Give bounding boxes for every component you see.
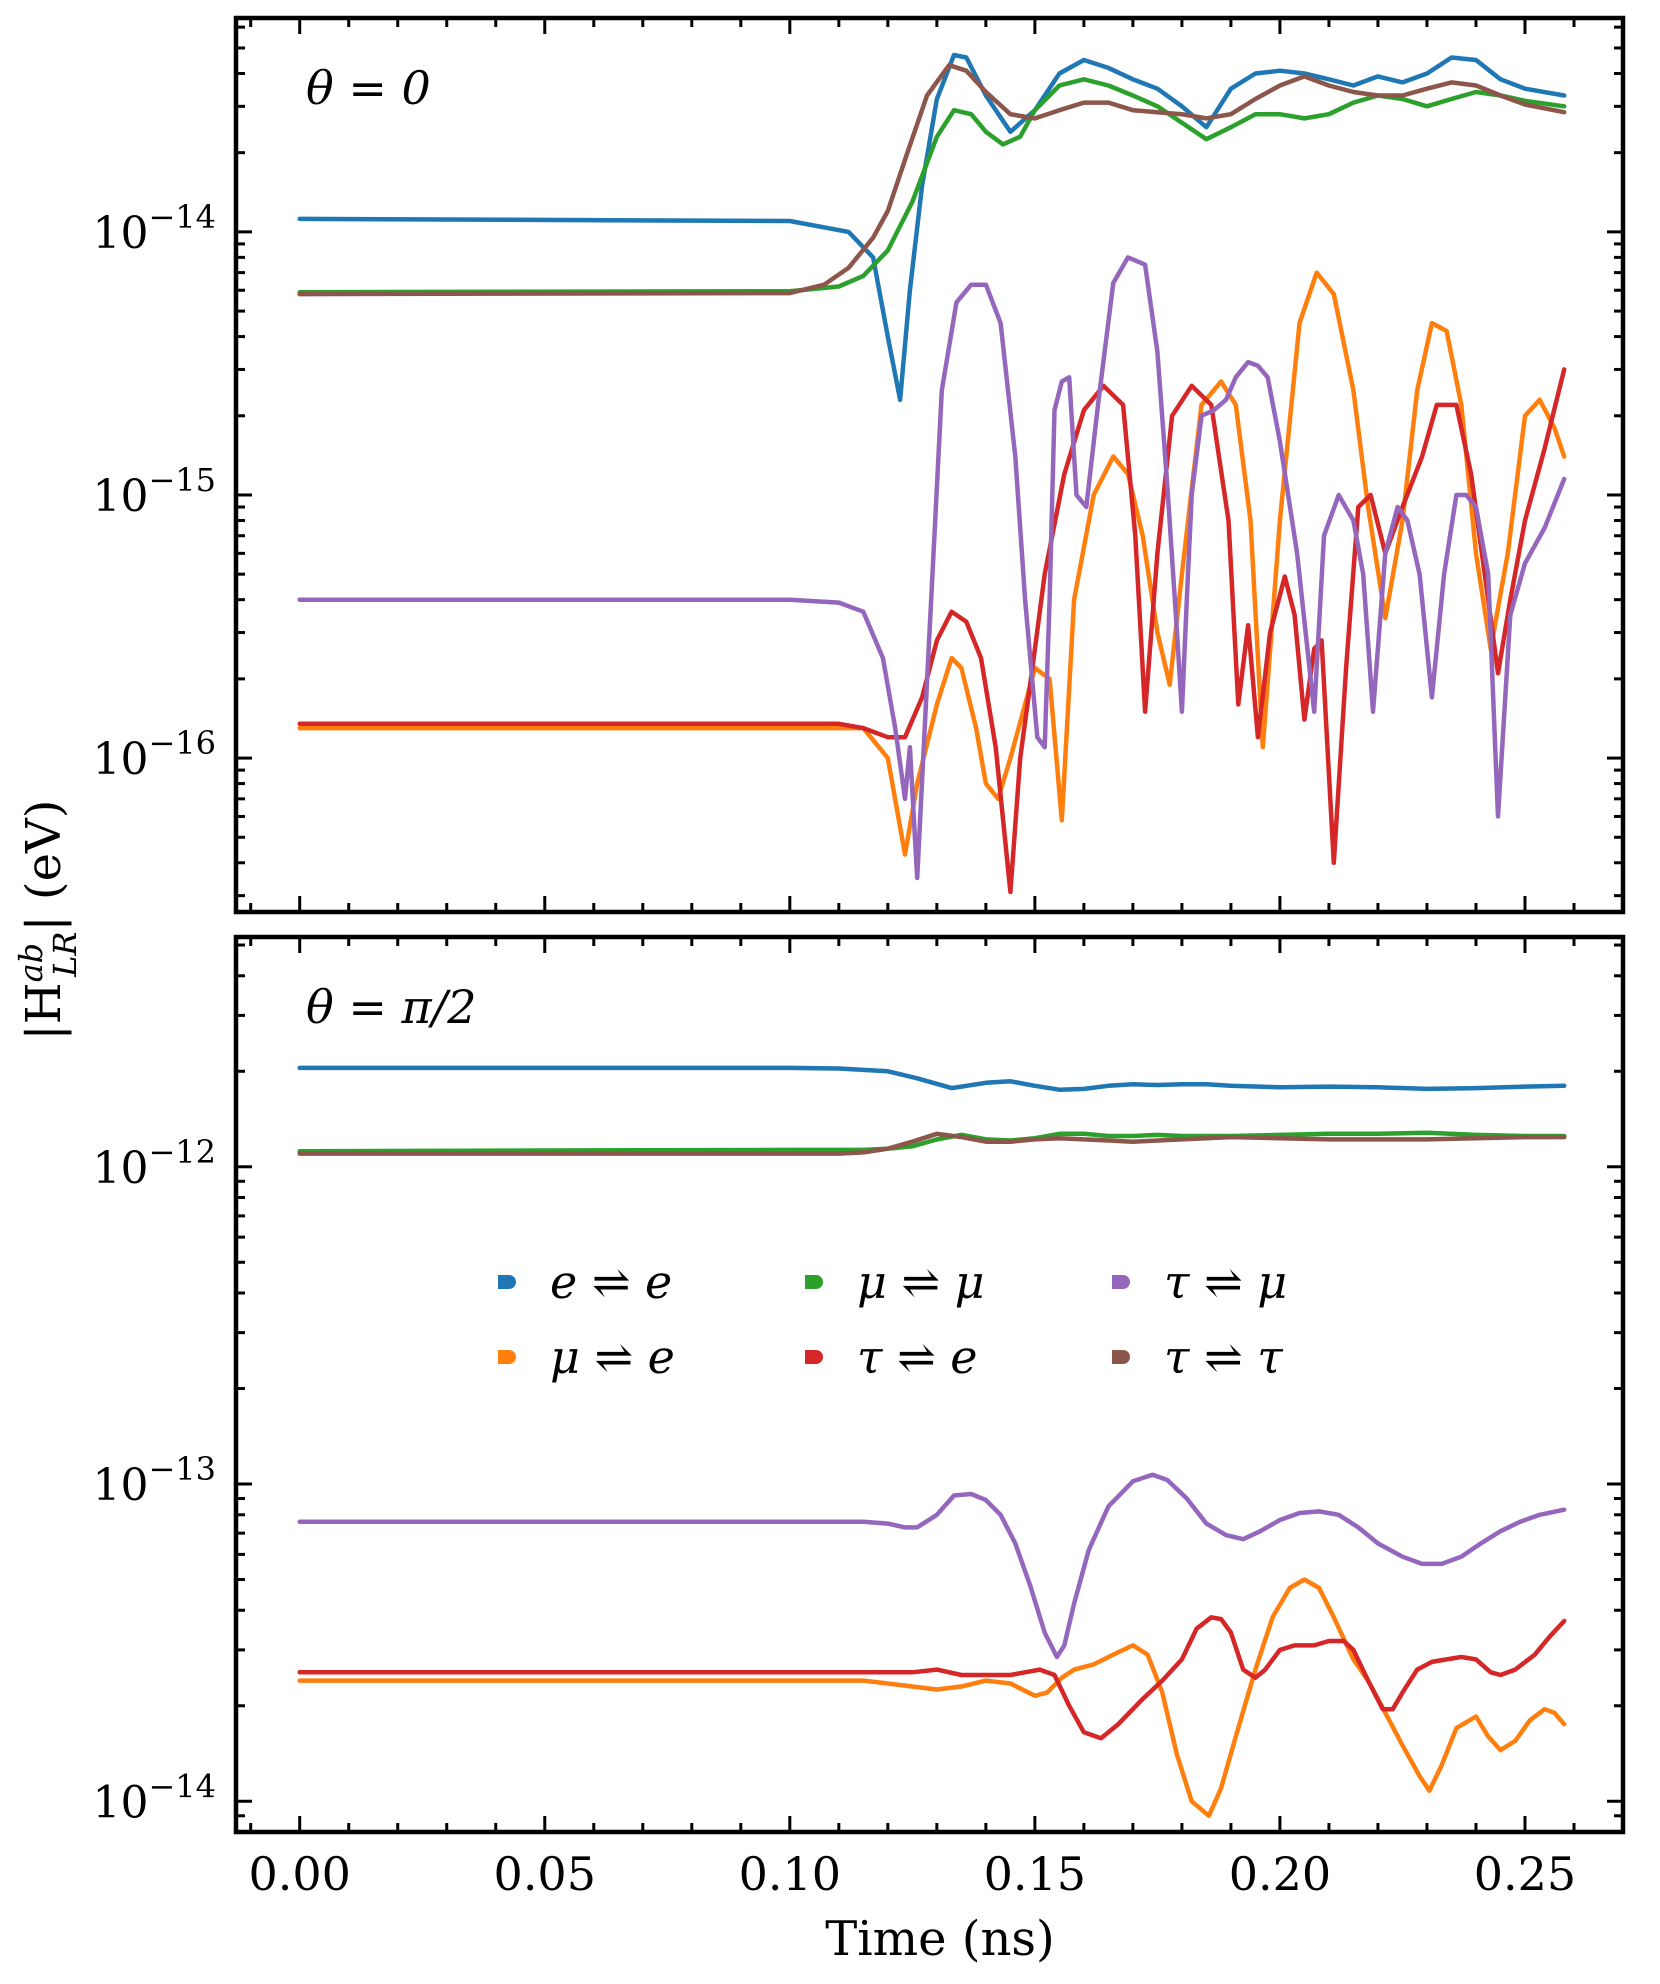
y-tick-exponent: −12	[148, 1133, 216, 1171]
x-tick-label: 0.15	[984, 1847, 1086, 1901]
legend-item: μ ⇌ e	[498, 1330, 675, 1384]
x-axis-label: Time (ns)	[825, 1911, 1055, 1967]
series-line-3	[297, 367, 1567, 895]
legend: e ⇌ e μ ⇌ μ τ ⇌ μ μ ⇌ e τ ⇌ e τ ⇌ τ	[498, 1255, 1287, 1384]
panel-label: θ = 0	[306, 61, 431, 115]
series-line-5	[297, 1131, 1567, 1156]
y-tick-label: 10−14	[92, 1767, 216, 1828]
y-tick-label: 10−13	[92, 1450, 216, 1511]
y-tick-base: 10	[92, 734, 148, 785]
y-tick-base: 10	[92, 208, 148, 259]
y-tick-base: 10	[92, 471, 148, 522]
y-axis-label-sub: LR	[46, 932, 84, 978]
y-tick-base: 10	[92, 1143, 148, 1194]
y-axis-label-sup: ab	[12, 943, 50, 983]
series-lines	[297, 52, 1567, 895]
series-line-4	[297, 1472, 1567, 1660]
series-line-2	[297, 77, 1567, 295]
y-tick-label: 10−12	[92, 1133, 216, 1194]
legend-label: τ ⇌ e	[857, 1330, 977, 1384]
legend-swatch	[1112, 1350, 1130, 1364]
legend-swatch	[498, 1275, 516, 1289]
legend-label: τ ⇌ μ	[1164, 1255, 1287, 1309]
legend-item: e ⇌ e	[498, 1255, 672, 1309]
legend-item: τ ⇌ μ	[1112, 1255, 1287, 1309]
x-tick-label: 0.05	[494, 1847, 596, 1901]
series-line-5	[297, 62, 1567, 297]
series-line-4	[297, 255, 1567, 881]
y-axis-label: |HabLR| (eV)	[12, 800, 84, 1041]
legend-label: τ ⇌ τ	[1164, 1330, 1284, 1384]
legend-swatch	[1112, 1275, 1130, 1289]
x-tick-label: 0.10	[739, 1847, 841, 1901]
y-axis-label-tail: | (eV)	[16, 800, 72, 932]
y-tick-label: 10−14	[92, 198, 216, 259]
legend-item: μ ⇌ μ	[805, 1255, 985, 1309]
x-tick-label: 0.25	[1474, 1847, 1576, 1901]
panel-label: θ = π/2	[306, 980, 476, 1034]
legend-swatch	[498, 1350, 516, 1364]
legend-swatch	[805, 1350, 823, 1364]
y-tick-label: 10−16	[92, 724, 216, 785]
y-tick-base: 10	[92, 1777, 148, 1828]
legend-swatch	[805, 1275, 823, 1289]
series-line-3	[297, 1615, 1567, 1741]
axes-frame	[233, 15, 1626, 915]
series-line-0	[297, 1065, 1567, 1092]
y-tick-label: 10−15	[92, 461, 216, 522]
y-tick-exponent: −16	[148, 724, 216, 762]
legend-label: μ ⇌ μ	[857, 1255, 985, 1309]
legend-label: μ ⇌ e	[550, 1330, 675, 1384]
legend-label: e ⇌ e	[550, 1255, 672, 1309]
x-tick-label: 0.00	[249, 1847, 351, 1901]
y-axis-label-main: |H	[16, 982, 72, 1040]
y-tick-exponent: −14	[148, 1767, 216, 1805]
y-tick-base: 10	[92, 1460, 148, 1511]
x-tick-label: 0.20	[1229, 1847, 1331, 1901]
y-tick-exponent: −15	[148, 461, 216, 499]
legend-item: τ ⇌ τ	[1112, 1330, 1284, 1384]
series-line-1	[297, 1577, 1567, 1819]
series-lines	[297, 1065, 1567, 1819]
legend-item: τ ⇌ e	[805, 1330, 977, 1384]
series-line-0	[297, 52, 1567, 403]
y-tick-exponent: −14	[148, 198, 216, 236]
y-tick-exponent: −13	[148, 1450, 216, 1488]
axes-frame	[233, 934, 1626, 1835]
